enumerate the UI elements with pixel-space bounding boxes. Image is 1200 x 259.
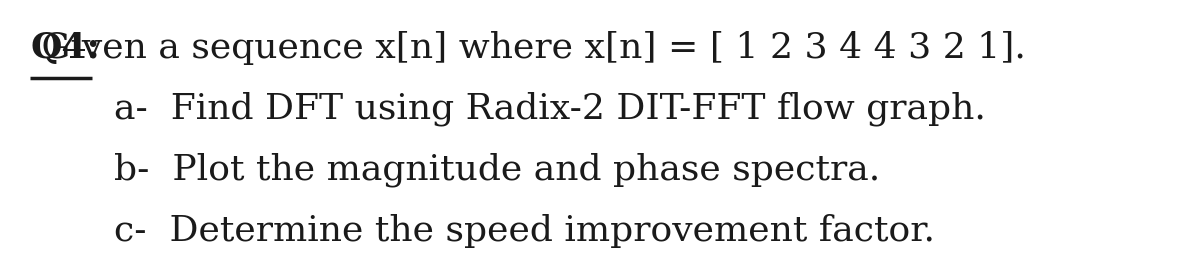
Text: Q4:: Q4: (30, 31, 100, 65)
Text: Given a sequence x[n] where x[n] = [ 1 2 3 4 4 3 2 1].: Given a sequence x[n] where x[n] = [ 1 2… (30, 31, 1026, 65)
Text: b-  Plot the magnitude and phase spectra.: b- Plot the magnitude and phase spectra. (114, 153, 881, 187)
Text: c-  Determine the speed improvement factor.: c- Determine the speed improvement facto… (114, 214, 935, 248)
Text: a-  Find DFT using Radix-2 DIT-FFT flow graph.: a- Find DFT using Radix-2 DIT-FFT flow g… (114, 92, 986, 126)
